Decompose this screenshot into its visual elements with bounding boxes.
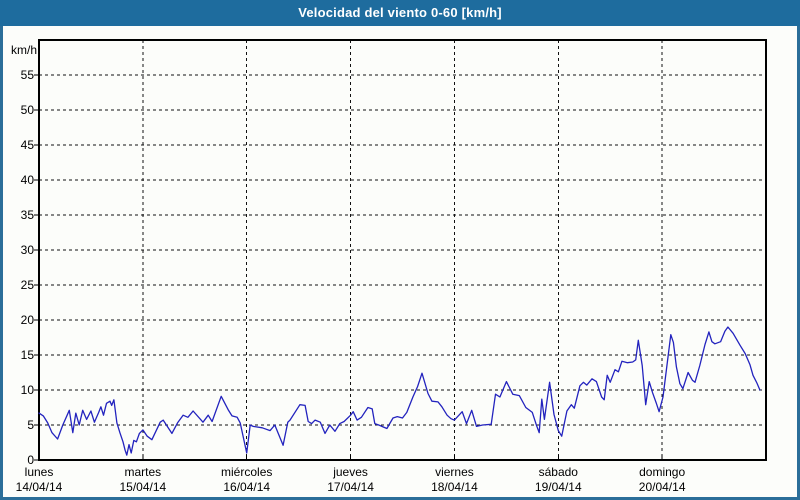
y-tick-label-15: 15 xyxy=(20,348,34,362)
x-day-label-6: sábado 19/04/14 xyxy=(506,465,610,495)
y-tick-label-45: 45 xyxy=(20,138,34,152)
day-date: 18/04/14 xyxy=(431,480,478,494)
day-date: 20/04/14 xyxy=(638,480,686,494)
day-date: 19/04/14 xyxy=(534,480,582,494)
y-tick-label-35: 35 xyxy=(20,208,34,222)
y-tick-label-5: 5 xyxy=(27,418,34,432)
day-date: 17/04/14 xyxy=(327,480,374,494)
y-tick-label-55: 55 xyxy=(20,68,34,82)
day-date: 15/04/14 xyxy=(119,480,167,494)
x-day-label-5: viernes 18/04/14 xyxy=(402,465,506,495)
y-axis-unit-label: km/h xyxy=(10,43,37,57)
day-name: miércoles xyxy=(221,465,273,479)
day-name: martes xyxy=(124,465,162,479)
y-tick-label-30: 30 xyxy=(20,243,34,257)
day-name: sábado xyxy=(538,465,578,479)
y-tick-label-25: 25 xyxy=(20,278,34,292)
x-day-label-1: lunes 14/04/14 xyxy=(0,465,91,495)
wind-speed-line xyxy=(38,326,761,456)
x-day-label-3: miércoles 16/04/14 xyxy=(195,465,299,495)
day-date: 14/04/14 xyxy=(15,480,63,494)
x-day-label-4: jueves 17/04/14 xyxy=(299,465,403,495)
day-name: viernes xyxy=(435,465,474,479)
y-tick-label-40: 40 xyxy=(20,173,34,187)
y-tick-label-10: 10 xyxy=(20,383,34,397)
day-name: jueves xyxy=(333,465,368,479)
day-name: lunes xyxy=(24,465,54,479)
day-date: 16/04/14 xyxy=(223,480,271,494)
day-name: domingo xyxy=(639,465,686,479)
x-day-label-2: martes 15/04/14 xyxy=(91,465,195,495)
x-day-label-7: domingo 20/04/14 xyxy=(610,465,714,495)
y-tick-label-0: 0 xyxy=(27,453,34,467)
y-tick-label-20: 20 xyxy=(20,313,34,327)
y-tick-label-50: 50 xyxy=(20,103,34,117)
chart-title: Velocidad del viento 0-60 [km/h] xyxy=(298,5,502,20)
chart-title-bar: Velocidad del viento 0-60 [km/h] xyxy=(0,0,800,26)
